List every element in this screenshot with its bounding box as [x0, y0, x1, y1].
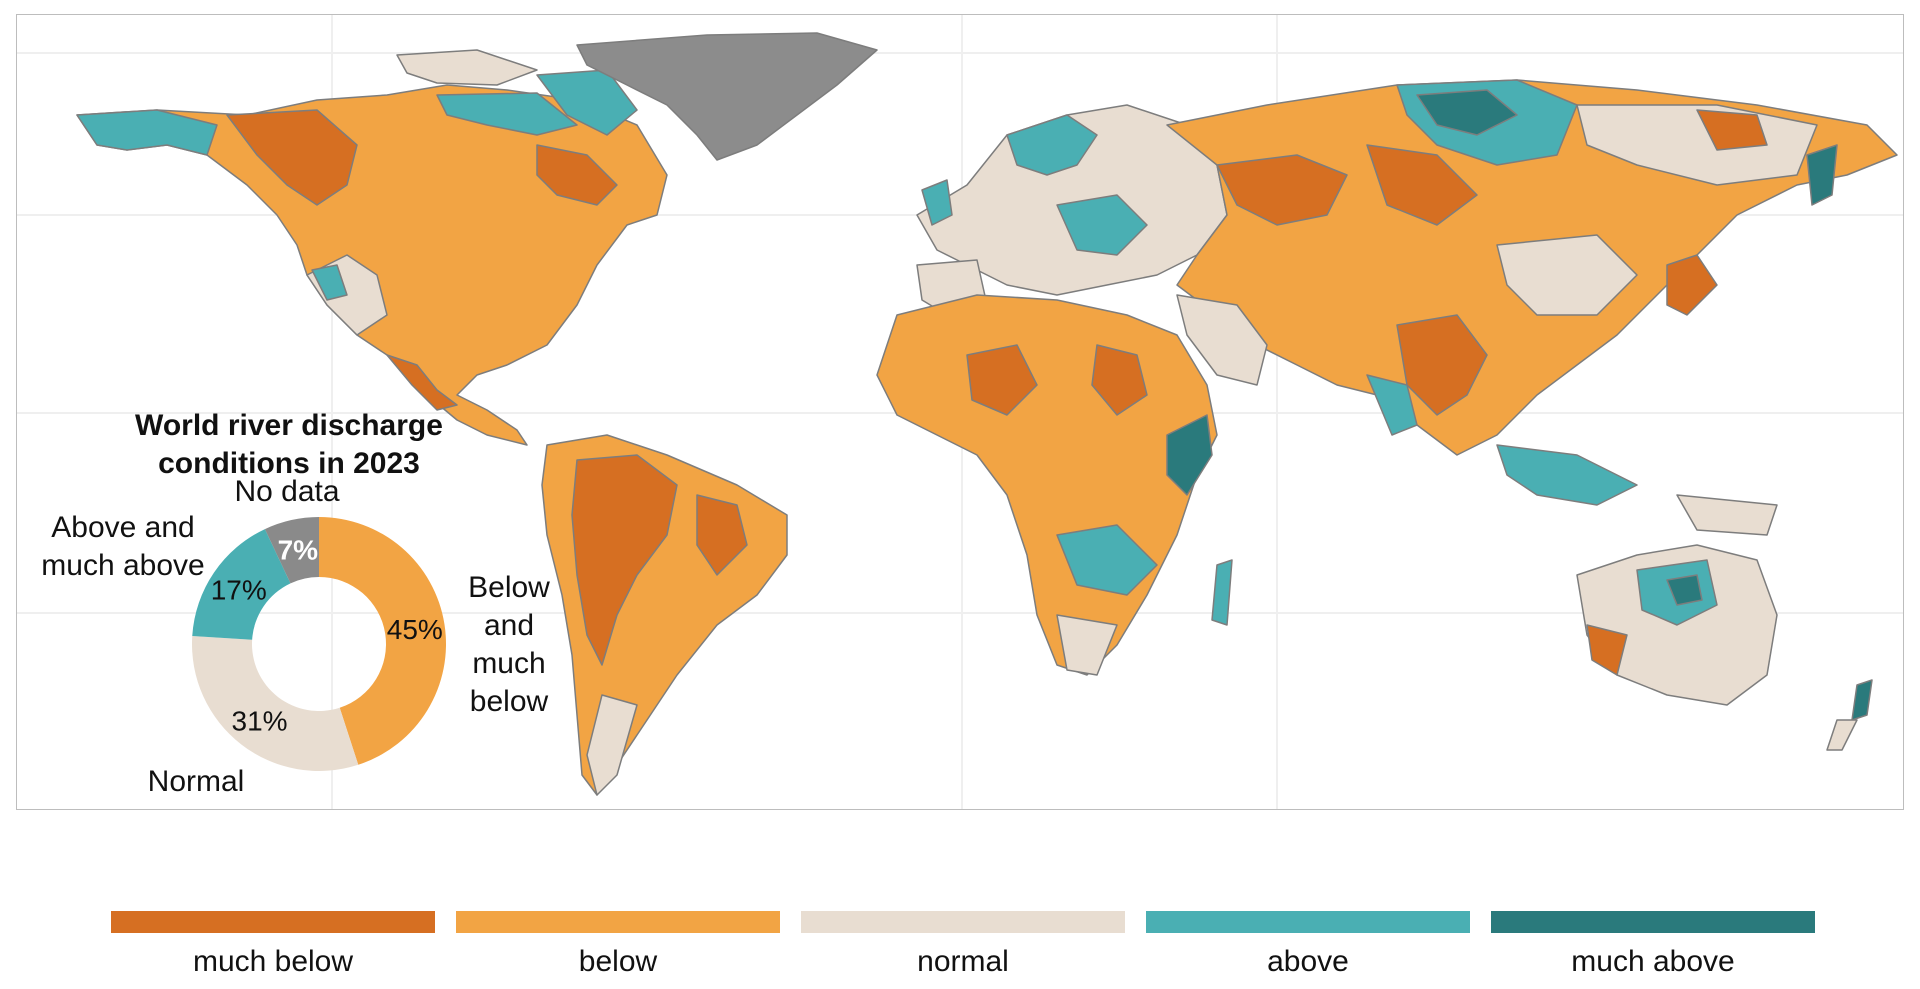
africa [876, 294, 1218, 676]
new-zealand-south [1826, 719, 1858, 751]
donut-value-normal: 31% [232, 706, 288, 737]
legend-label-below: below [578, 945, 658, 978]
australia-much-below [1586, 624, 1628, 676]
legend-item-normal: normal [801, 911, 1125, 981]
mexico-much-below [386, 354, 458, 411]
donut-slice-below [319, 517, 446, 765]
donut-label-normal: Normal [147, 765, 245, 798]
siberia-much-below [1366, 144, 1478, 226]
legend-item-above: above [1146, 911, 1470, 981]
chart-title: World river discharge conditions in 2023 [135, 409, 443, 480]
legend-label-much-above: much above [1571, 945, 1735, 978]
legend-swatch-below [456, 911, 780, 933]
australia-much-above [1666, 574, 1703, 606]
legend-label-above: above [1267, 945, 1349, 978]
horn-of-africa-much-above [1166, 414, 1213, 496]
legend-item-much-below: much below [111, 911, 435, 981]
southern-africa-above [1056, 524, 1158, 596]
siberia-much-above [1416, 89, 1518, 136]
north-america-much-below [226, 109, 358, 206]
africa-much-below-west [966, 344, 1038, 416]
east-siberia-much-below [1696, 109, 1768, 151]
south-america-much-below-east [696, 494, 748, 576]
north-america [76, 84, 668, 446]
europe-central-above [1056, 194, 1148, 256]
africa-much-below-east [1091, 344, 1148, 416]
continents [76, 32, 1898, 796]
donut-label-above: Above and much above [41, 511, 205, 582]
donut-slice-normal [192, 636, 359, 771]
south-america-much-below [571, 454, 678, 666]
legend-item-much-above: much above [1491, 911, 1815, 981]
new-guinea [1676, 494, 1778, 536]
legend-swatch-much-above [1491, 911, 1815, 933]
legend-swatch-above [1146, 911, 1470, 933]
legend-label-much-below: much below [192, 945, 354, 978]
middle-east-normal [1176, 294, 1268, 386]
legend-label-normal: normal [917, 945, 1009, 978]
donut-label-below: Below and much below [468, 571, 550, 718]
baffin-island [536, 69, 638, 136]
donut-label-no-data: No data [234, 475, 340, 508]
us-west-above [311, 264, 348, 301]
world-map-svg: 45% 31% 17% 7% [17, 15, 1903, 809]
legend-item-below: below [456, 911, 780, 981]
patagonia-normal [586, 694, 638, 796]
arctic-islands [396, 49, 538, 86]
legend-swatch-much-below [111, 911, 435, 933]
legend-swatch-normal [801, 911, 1125, 933]
legend: much below below normal above much above [111, 911, 1816, 981]
central-asia-much-below [1216, 154, 1348, 226]
donut-slice-above [192, 529, 291, 640]
donut-value-below: 45% [387, 614, 443, 645]
world-map: 45% 31% 17% 7% World river discharge condit… [16, 14, 1904, 810]
greenland [576, 32, 878, 161]
japan [1666, 254, 1718, 316]
scandinavia-above [1006, 114, 1098, 176]
new-zealand [1851, 679, 1873, 721]
donut-slice-no-data [264, 517, 319, 584]
india-above [1366, 374, 1418, 436]
discharge-donut-chart: 45% 31% 17% 7% [192, 517, 446, 771]
china-normal [1496, 234, 1638, 316]
north-america-much-below-east [536, 144, 618, 206]
britain-above [921, 179, 953, 226]
madagascar [1211, 559, 1233, 626]
donut-value-no-data: 7% [278, 534, 319, 565]
alaska-above [76, 109, 218, 156]
donut-value-above: 17% [211, 574, 267, 605]
indonesia [1496, 444, 1638, 506]
kamchatka-much-above [1806, 144, 1838, 206]
canada-arctic-above [436, 92, 578, 136]
south-africa-normal [1056, 614, 1118, 676]
